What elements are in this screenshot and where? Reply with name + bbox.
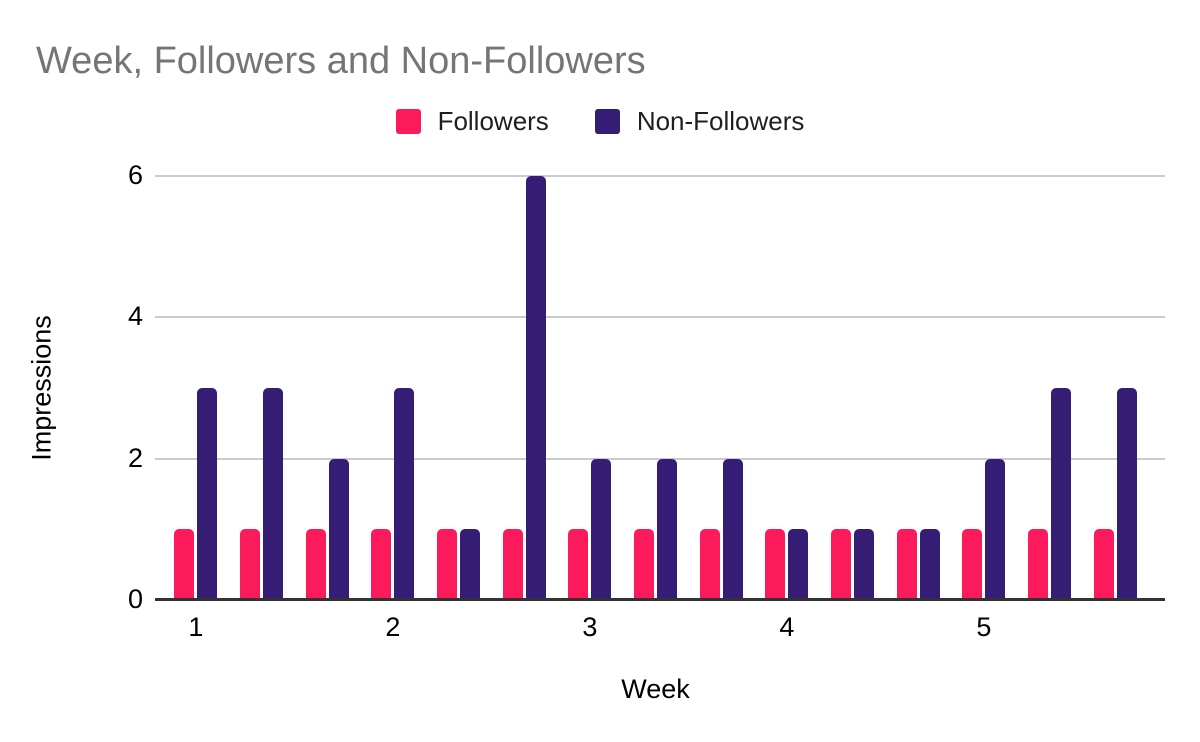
non-followers-swatch-icon [594, 109, 620, 134]
bar-non-followers [1051, 388, 1072, 600]
bar-group [754, 176, 820, 600]
bar-group [885, 176, 951, 600]
bar-non-followers [788, 529, 809, 600]
bar-group [360, 176, 426, 600]
x-axis-title: Week [621, 674, 690, 704]
bar-non-followers [460, 529, 481, 600]
y-tick-label: 0 [127, 584, 143, 614]
bar-followers [765, 529, 786, 600]
bar-group [623, 176, 689, 600]
bar-non-followers [854, 529, 875, 600]
legend-label-non-followers: Non-Followers [636, 106, 805, 136]
bar-followers [1028, 529, 1049, 600]
bar-group [820, 176, 886, 600]
bar-non-followers [263, 388, 283, 600]
bar-non-followers [394, 388, 415, 600]
bar-followers [502, 529, 523, 600]
bar-followers [437, 529, 458, 600]
bar-followers [896, 529, 917, 600]
bar-followers [699, 529, 720, 600]
bar-group [294, 176, 360, 600]
legend-item-followers: Followers [395, 106, 549, 137]
bar-group [688, 176, 754, 600]
bar-followers [305, 529, 326, 600]
x-tick-label: 3 [582, 612, 598, 642]
bar-group [557, 176, 623, 600]
bar-followers [634, 529, 655, 600]
bar-group [491, 176, 557, 600]
x-tick-label: 1 [188, 612, 204, 642]
bar-non-followers [1116, 388, 1137, 600]
bar-group [1017, 176, 1083, 600]
bar-group [951, 176, 1017, 600]
bar-followers [962, 529, 983, 600]
x-tick-label: 4 [779, 612, 795, 642]
bar-series [163, 176, 1148, 600]
bar-followers [371, 529, 392, 600]
bar-group [426, 176, 492, 600]
chart-title: Week, Followers and Non-Followers [36, 40, 646, 82]
legend-item-non-followers: Non-Followers [594, 106, 805, 137]
y-axis-title: Impressions [26, 315, 57, 461]
x-axis-line [155, 598, 1165, 601]
plot-area: 0 2 4 6 1 2 3 4 5 [128, 162, 1165, 642]
gridline [155, 175, 1165, 177]
bar-followers [174, 529, 195, 600]
bar-group [1082, 176, 1148, 600]
bar-non-followers [919, 529, 940, 600]
bar-non-followers [722, 458, 743, 600]
bar-followers [568, 529, 589, 600]
bar-non-followers [591, 458, 612, 600]
bar-non-followers [657, 458, 678, 600]
y-tick-label: 6 [127, 160, 143, 190]
bar-followers [240, 529, 260, 600]
y-tick-label: 2 [127, 442, 143, 473]
x-tick-label: 2 [385, 612, 401, 642]
x-tick-label: 5 [976, 612, 992, 642]
bar-followers [1093, 529, 1114, 600]
bar-non-followers [985, 458, 1006, 600]
y-tick-label: 4 [127, 301, 143, 332]
legend: Followers Non-Followers [0, 106, 1200, 137]
legend-label-followers: Followers [437, 106, 549, 136]
bar-non-followers [197, 388, 218, 600]
gridline [155, 316, 1165, 319]
bar-followers [831, 529, 852, 600]
bar-non-followers [525, 176, 546, 600]
bar-group [163, 176, 229, 600]
followers-swatch-icon [395, 109, 421, 134]
bar-group [229, 176, 295, 600]
bar-non-followers [328, 458, 349, 600]
